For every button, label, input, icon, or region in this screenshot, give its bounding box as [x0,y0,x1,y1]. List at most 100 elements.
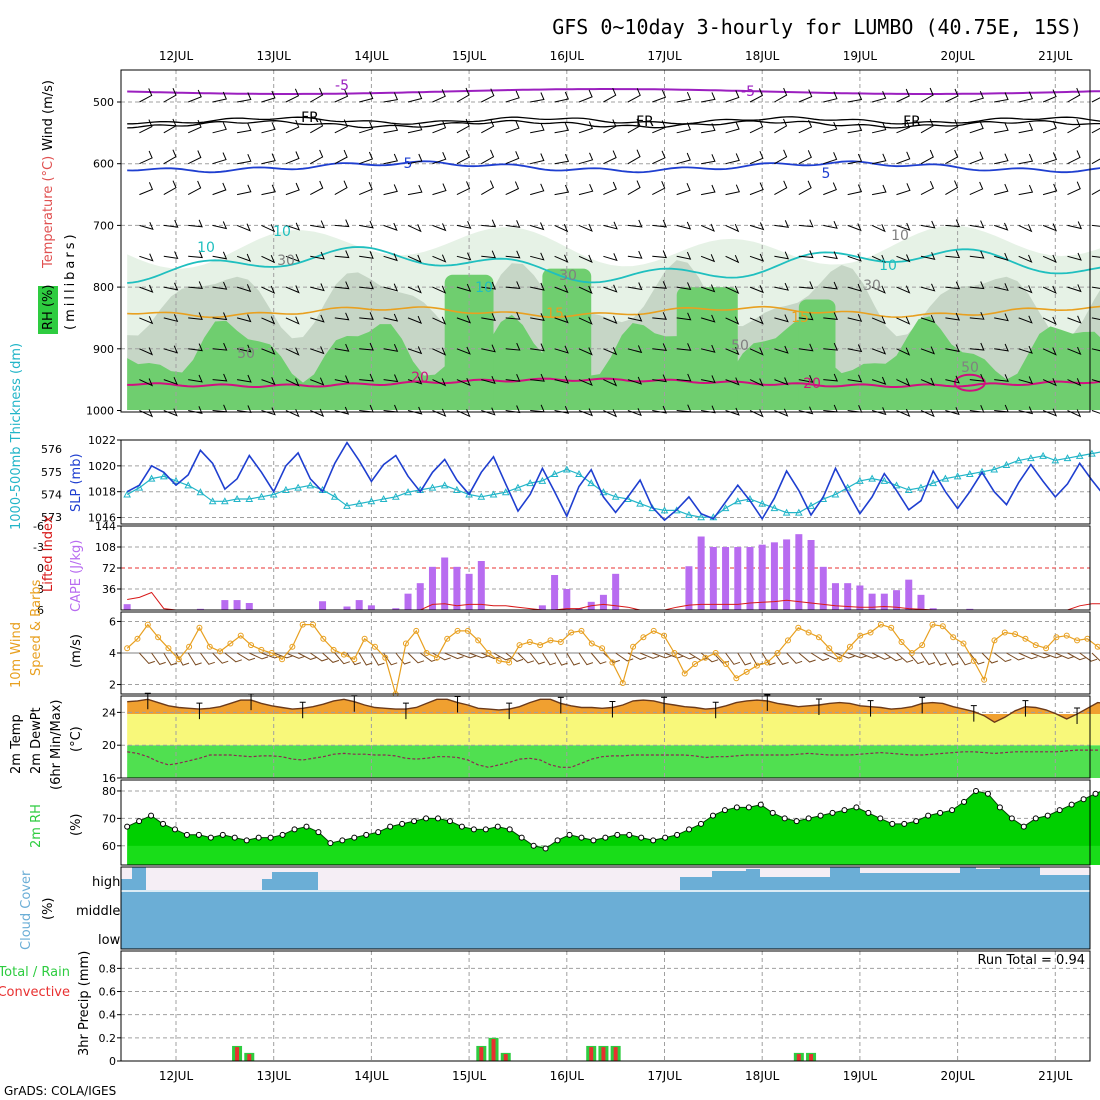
wind-barb [334,343,350,352]
rh2m-marker [733,804,740,811]
wind10-marker [898,638,905,645]
date-label-top: 21JUL [1038,49,1073,63]
wind-barb [920,377,935,386]
wind-barb [578,89,593,103]
wind-barb [163,282,179,291]
wind-barb [652,150,666,165]
wind-barb [1042,120,1057,134]
wind10-marker [1063,632,1070,639]
wind10-marker [165,645,172,652]
wind-barb [676,92,692,103]
cloud-panel-frame [120,866,1091,950]
rh-dark-band [127,314,1100,410]
wind-barb [481,219,497,228]
cape-bar [868,593,876,610]
wind-barb [285,347,300,356]
temp-panel-frame [120,695,1091,779]
precip-conv-bar [809,1054,814,1061]
wind-barb [554,375,570,384]
wind-barb [725,255,740,264]
wind10-marker [289,643,296,650]
wind-barb [945,281,961,290]
wind-barb [627,219,643,228]
wind-barb [969,91,984,103]
wind10-barb [981,652,999,664]
wind-barb [945,88,959,103]
wind10-marker [991,637,998,644]
wind-barb [1042,347,1057,356]
wind10-marker [186,643,193,650]
rh2m-marker [614,831,621,838]
wind-barb [236,253,252,262]
cape-bar [319,601,327,610]
top-date-axis: 12JUL 13JUL 14JUL 15JUL 16JUL 17JUL 18JUL 19JUL… [159,49,1073,63]
wind-barb [139,378,154,387]
rh2m-marker [650,837,657,844]
cape-bar [245,603,253,610]
thickness-marker [221,497,229,505]
wind10-barb [370,652,385,666]
wind-barb [1018,254,1033,263]
wind-barb [310,180,324,196]
wind10-barb [1018,652,1038,660]
wind10-marker [299,621,306,628]
wind-barb [823,342,838,351]
wind10-marker [382,654,389,661]
precip-panel: 0.8 0.6 0.4 0.2 0 Run Total = 0.94 Total / R… [0,950,1091,1068]
wind10-barb [212,652,229,664]
wind-barb [212,152,227,165]
wind-barb [505,250,521,259]
wind10-marker [939,623,946,630]
wind-barb [871,122,887,134]
wind-barb [920,181,935,196]
wind-barb [847,283,862,292]
cape-ylabel: CAPE (J/kg) [69,540,84,612]
precip-conv-bar [235,1047,240,1061]
wind-barb [383,283,399,292]
rh2m-marker [674,831,681,838]
wind-barb [407,122,423,134]
rh2m-marker [566,831,573,838]
li-tick-label: 0 [37,562,44,575]
wind10-marker [908,650,915,656]
y-tick-label: 0.8 [99,962,117,975]
cape-bar [831,583,839,610]
contour-label: 20 [803,376,821,392]
wind-barb [310,283,325,292]
precip-conv-bar [796,1054,801,1061]
wind-barb [481,149,495,165]
wind-barb [554,345,569,354]
wind-barb [1091,97,1100,103]
wind-barb [188,250,203,259]
wind10-barb [505,652,524,662]
contour-label: FR [636,114,654,130]
wind-barb [1042,183,1058,196]
rh2m-marker [662,834,669,841]
wind-barb [432,152,447,165]
wind10-barb [884,652,903,662]
wind10-barb [835,652,855,659]
wind10-barb [578,652,594,666]
wind-barb [798,89,813,103]
temp-grid [121,696,1090,778]
precip-conv-bar [601,1047,606,1061]
wind-barb [578,121,593,134]
wind-barb [163,149,177,165]
y-tick-label: 60 [102,840,116,853]
wind-barb [456,118,470,134]
wind-barb [334,119,348,134]
wind-barb [700,344,716,353]
wind-barb [652,250,667,259]
wind10-marker [423,650,430,656]
wind-barb [237,123,252,134]
rh2m-marker [805,815,812,822]
wind-barb [530,313,545,321]
upper-wind-barbs [139,87,1100,418]
thickness-marker [404,488,412,496]
cape-bar [123,604,131,610]
wind10-barb [163,652,178,666]
wind-barb [456,315,472,324]
wind-barb [652,120,666,134]
wind-barb [945,149,959,165]
date-label-top: 16JUL [550,49,585,63]
